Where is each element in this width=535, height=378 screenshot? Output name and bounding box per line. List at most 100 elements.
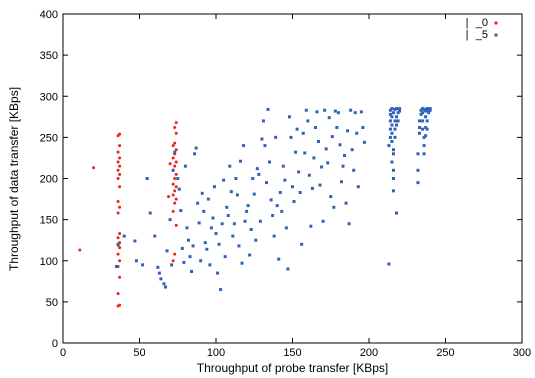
data-point-series-0 [92, 166, 96, 170]
data-point-series-0 [173, 189, 177, 193]
data-point-series-1 [214, 232, 218, 236]
data-point-series-0 [171, 209, 175, 213]
data-point-series-1 [341, 164, 345, 168]
data-point-series-0 [116, 236, 120, 240]
data-point-series-1 [424, 115, 428, 119]
data-point-series-0 [168, 162, 172, 166]
data-point-series-1 [243, 219, 247, 223]
data-point-series-1 [301, 131, 305, 135]
data-point-series-1 [335, 126, 339, 130]
data-point-series-1 [353, 111, 357, 115]
data-point-series-1 [245, 209, 249, 213]
data-point-series-1 [190, 269, 194, 273]
y-tick-label: 150 [40, 215, 58, 227]
data-point-series-0 [118, 303, 122, 307]
y-tick-label: 100 [40, 256, 58, 268]
data-point-series-1 [185, 226, 189, 230]
data-point-series-0 [116, 211, 120, 215]
data-point-series-0 [116, 292, 120, 296]
y-tick-label: 400 [40, 9, 58, 21]
data-point-series-1 [219, 288, 223, 292]
data-point-series-1 [298, 190, 302, 194]
data-point-series-0 [116, 200, 120, 204]
data-point-series-1 [115, 265, 119, 269]
data-point-series-1 [191, 244, 195, 248]
data-point-series-1 [274, 135, 278, 139]
plot-frame [62, 13, 523, 344]
data-point-series-1 [320, 165, 324, 169]
data-point-series-1 [283, 178, 287, 182]
data-point-series-1 [306, 119, 310, 123]
data-point-series-1 [428, 108, 432, 112]
data-point-series-1 [238, 159, 242, 163]
data-point-series-1 [182, 260, 186, 264]
data-point-series-1 [133, 239, 137, 243]
data-point-series-1 [321, 219, 325, 223]
data-point-series-1 [196, 201, 200, 205]
data-point-series-1 [248, 253, 252, 257]
data-point-series-1 [251, 177, 255, 180]
data-point-series-1 [164, 285, 168, 289]
data-point-series-1 [203, 241, 207, 245]
data-point-series-1 [310, 186, 314, 190]
data-point-series-1 [425, 108, 429, 112]
data-points [78, 107, 432, 308]
data-point-series-0 [174, 121, 178, 125]
data-point-series-0 [167, 195, 171, 199]
data-point-series-1 [390, 131, 394, 135]
data-point-series-1 [297, 170, 301, 174]
data-point-series-0 [174, 172, 178, 176]
data-point-series-1 [424, 126, 428, 130]
data-point-series-1 [216, 271, 220, 275]
data-point-series-1 [206, 197, 210, 201]
data-point-series-1 [242, 144, 246, 148]
legend-swatch-series-0 [494, 21, 498, 25]
data-point-series-1 [197, 221, 201, 225]
data-point-series-1 [261, 119, 265, 123]
legend: _0 | _5 | [466, 17, 498, 41]
legend-label-series-1: _5 [475, 29, 488, 41]
data-point-series-1 [284, 226, 288, 230]
data-point-series-1 [313, 126, 317, 130]
x-tick-label: 150 [283, 347, 301, 359]
data-point-series-1 [344, 201, 348, 205]
data-point-series-1 [289, 135, 293, 139]
data-point-series-1 [116, 242, 120, 246]
data-point-series-1 [246, 204, 250, 208]
data-point-series-1 [390, 123, 394, 127]
data-point-series-0 [173, 177, 177, 180]
x-tick-label: 250 [436, 347, 454, 359]
data-point-series-1 [421, 127, 425, 131]
data-point-series-0 [174, 223, 178, 227]
data-point-series-1 [391, 152, 395, 156]
data-point-series-1 [362, 140, 366, 144]
data-point-series-0 [171, 259, 175, 263]
data-point-series-1 [419, 108, 423, 112]
data-point-series-1 [346, 129, 350, 133]
data-point-series-1 [229, 190, 233, 194]
data-point-series-0 [171, 193, 175, 197]
data-point-series-0 [118, 275, 122, 279]
data-point-series-1 [194, 146, 198, 150]
data-point-series-1 [387, 144, 391, 148]
data-point-series-0 [173, 164, 177, 168]
data-point-series-1 [387, 262, 391, 266]
x-tick-label: 100 [207, 347, 225, 359]
data-point-series-1 [396, 119, 400, 123]
data-point-series-1 [202, 209, 206, 213]
data-point-series-1 [309, 224, 313, 228]
data-point-series-1 [391, 111, 395, 115]
data-point-series-1 [252, 192, 256, 196]
data-point-series-1 [193, 152, 197, 156]
data-point-series-1 [260, 137, 264, 141]
data-point-series-1 [318, 183, 322, 187]
data-point-series-1 [280, 209, 284, 213]
data-point-series-1 [416, 181, 420, 185]
data-point-series-1 [361, 126, 365, 130]
y-tick-label: 200 [40, 174, 58, 186]
x-tick-label: 300 [513, 347, 531, 359]
data-point-series-0 [171, 144, 175, 148]
data-point-series-0 [118, 259, 122, 263]
data-point-series-1 [421, 119, 425, 123]
